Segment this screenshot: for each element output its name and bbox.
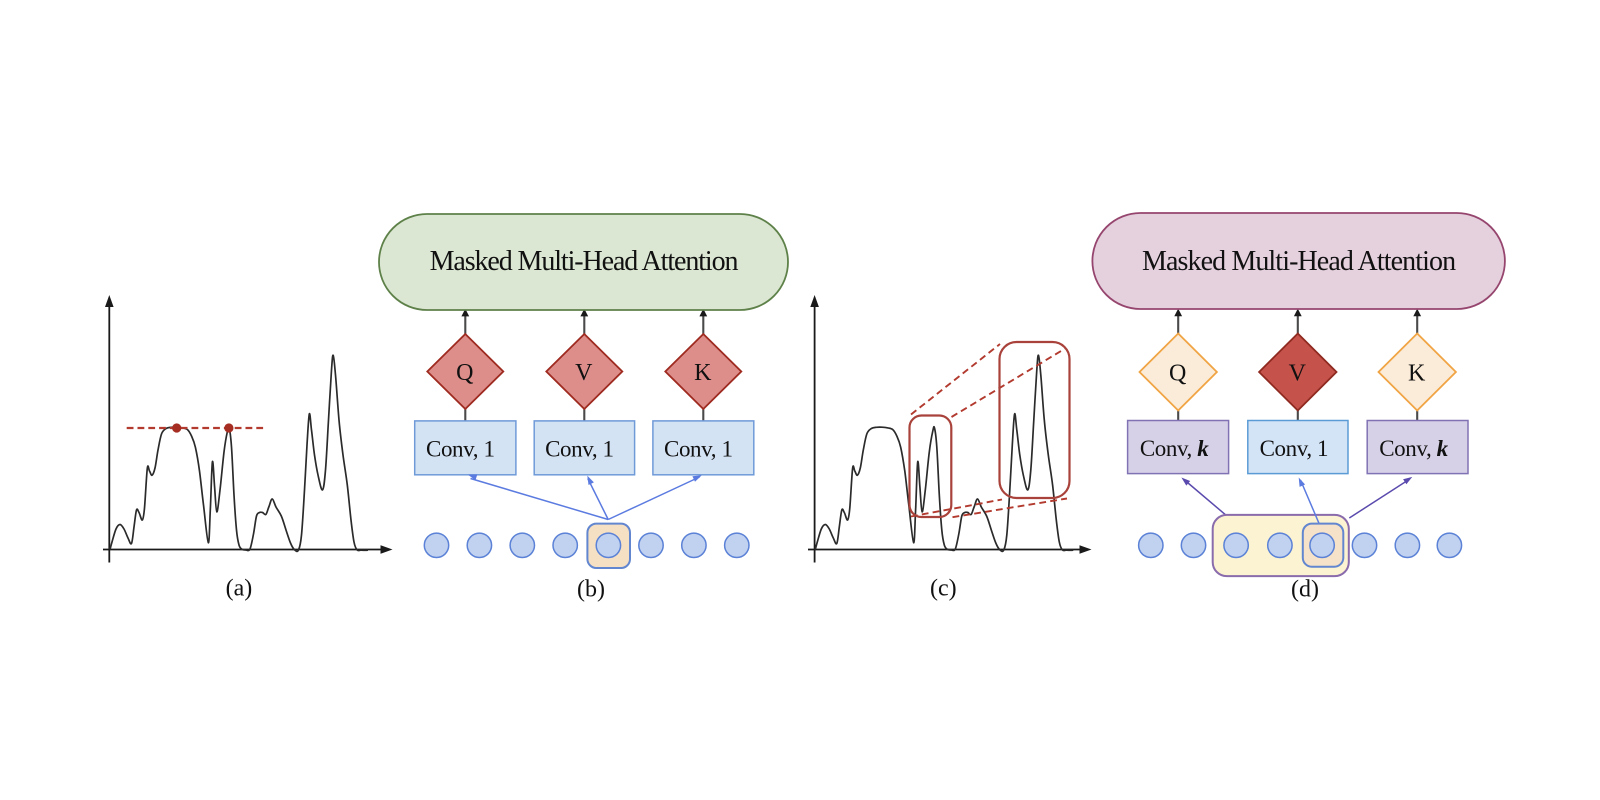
svg-text:Conv, 1: Conv, 1 xyxy=(664,436,733,461)
svg-text:Conv, 1: Conv, 1 xyxy=(426,436,495,461)
svg-text:Q: Q xyxy=(1169,361,1186,387)
svg-text:K: K xyxy=(694,360,712,386)
svg-text:(d): (d) xyxy=(1291,577,1319,603)
svg-text:V: V xyxy=(1289,361,1307,387)
svg-text:Conv, k: Conv, k xyxy=(1140,436,1209,461)
svg-text:K: K xyxy=(1408,361,1426,387)
svg-text:Conv, k: Conv, k xyxy=(1379,436,1448,461)
svg-text:(a): (a) xyxy=(226,576,253,602)
svg-text:Conv, 1: Conv, 1 xyxy=(1260,436,1329,461)
svg-text:(b): (b) xyxy=(577,577,605,603)
svg-text:Masked Multi-Head Attention: Masked Multi-Head Attention xyxy=(430,246,739,277)
svg-text:Conv, 1: Conv, 1 xyxy=(545,436,614,461)
svg-text:V: V xyxy=(575,360,593,386)
svg-text:Masked Multi-Head Attention: Masked Multi-Head Attention xyxy=(1142,246,1456,277)
svg-text:(c): (c) xyxy=(930,576,957,602)
svg-text:Q: Q xyxy=(456,360,473,386)
